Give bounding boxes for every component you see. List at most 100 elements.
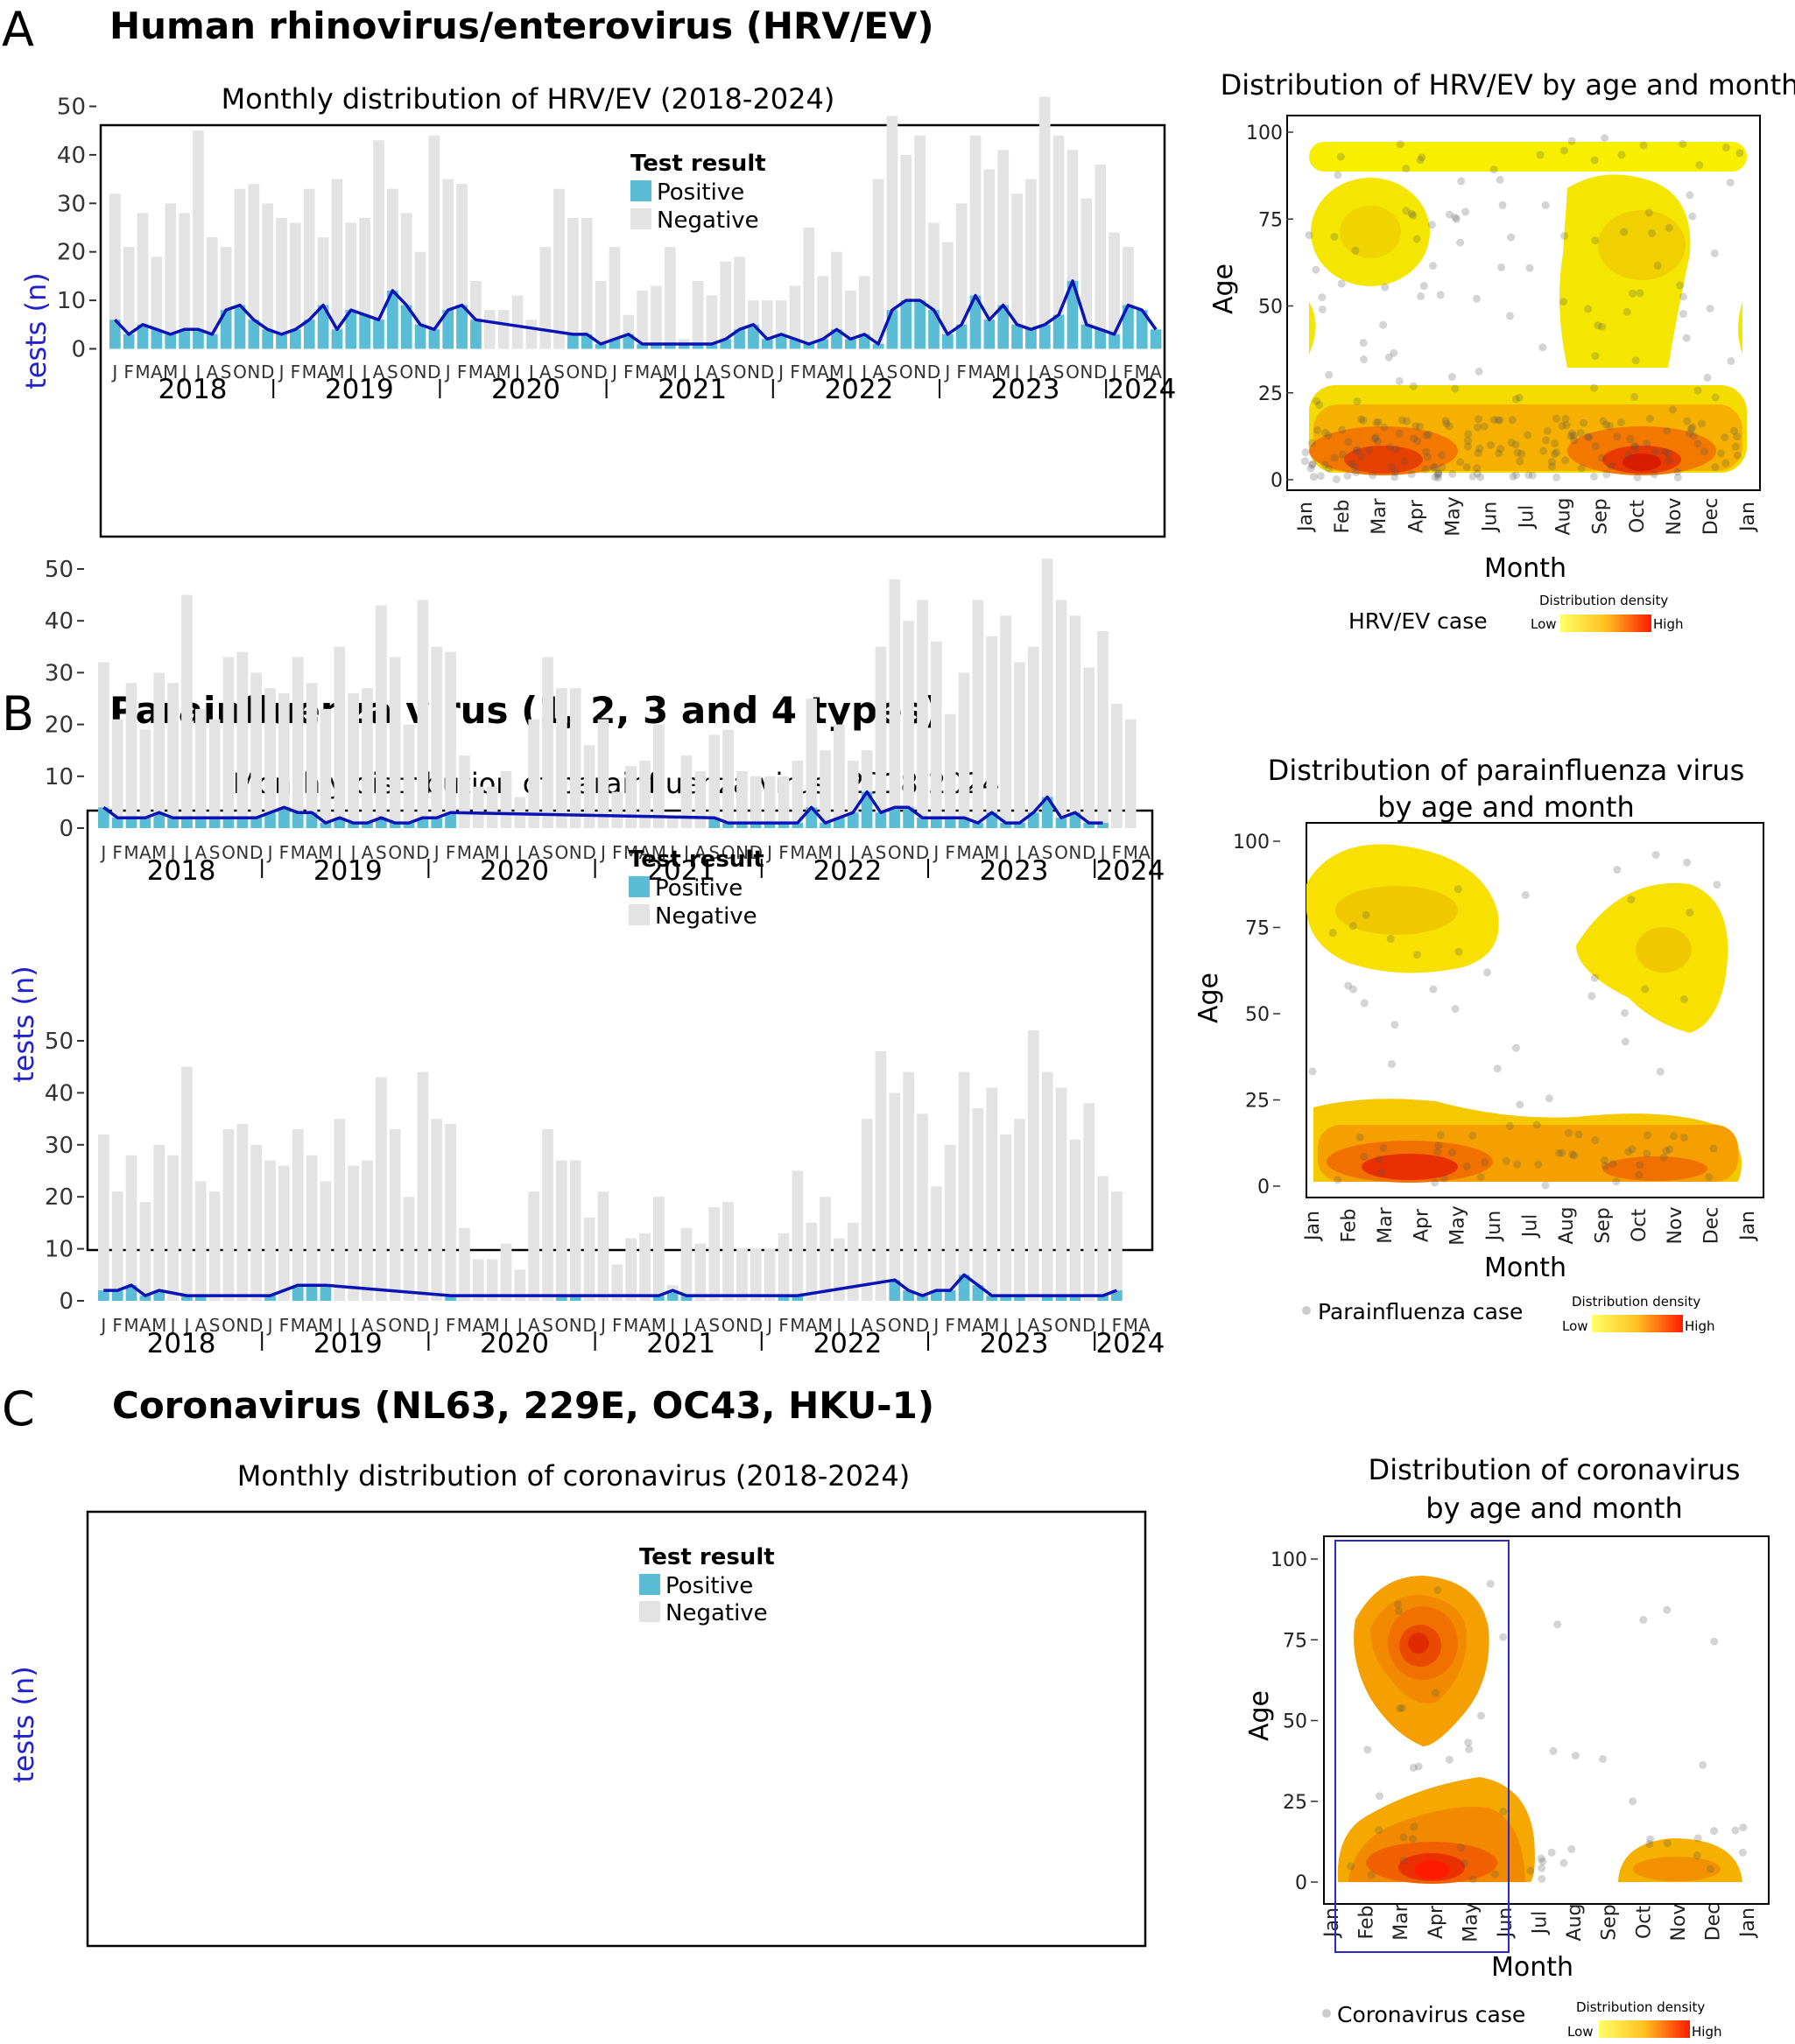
case-point (1511, 1043, 1520, 1052)
bar-total-m1 (109, 193, 121, 349)
legend-a-title: Test result (630, 151, 766, 177)
bar-positive-m26 (456, 305, 468, 349)
case-point (1473, 464, 1482, 473)
case-point (1550, 450, 1559, 459)
heatmap-month-tick: Dec (1702, 1904, 1724, 1942)
case-point (1445, 422, 1454, 431)
case-point (1541, 200, 1550, 209)
bar-total-m74 (1111, 703, 1123, 828)
case-point (1656, 1067, 1665, 1076)
bar-positive-m19 (359, 314, 370, 349)
bar-total-m46 (722, 1202, 734, 1301)
bar-positive-m15 (303, 320, 315, 349)
month-tick: S (376, 1315, 387, 1336)
month-tick: M (801, 362, 816, 383)
month-tick: S (1053, 362, 1065, 383)
bar-total-m54 (834, 724, 845, 828)
month-tick: D (761, 362, 774, 383)
month-tick: D (594, 362, 607, 383)
month-tick: O (1066, 362, 1080, 383)
bar-positive-m13 (264, 812, 276, 828)
month-tick: D (1082, 842, 1095, 863)
month-tick: M (318, 842, 333, 863)
month-tick: A (528, 1315, 540, 1336)
bar-total-m32 (539, 247, 552, 349)
heatmap-month-tick: Jun (1483, 1211, 1505, 1242)
case-point (1337, 279, 1346, 288)
case-point (1394, 1606, 1403, 1615)
case-point (1598, 453, 1607, 462)
case-point (1587, 992, 1596, 1001)
case-point (1330, 453, 1339, 462)
bar-total-m44 (694, 770, 707, 828)
case-point (1308, 1067, 1317, 1076)
month-tick: J (1026, 362, 1033, 383)
bar-total-m41 (665, 247, 676, 349)
bar-positive-m40 (651, 343, 662, 349)
bar-total-m28 (472, 786, 484, 828)
bar-total-m51 (792, 761, 804, 828)
bar-positive-m2 (111, 1290, 123, 1301)
month-tick: M (291, 842, 306, 863)
case-point (1630, 392, 1639, 401)
case-point (1400, 457, 1409, 466)
case-point (1496, 175, 1504, 184)
month-tick: J (668, 1315, 675, 1336)
bar-positive-m42 (666, 1290, 679, 1301)
month-tick: J (513, 362, 520, 383)
case-point (1534, 1160, 1543, 1169)
year-label: 2020 (480, 855, 549, 887)
bar-total-m21 (376, 1077, 387, 1301)
bar-total-m24 (417, 1071, 429, 1301)
case-point (1651, 447, 1660, 456)
month-tick: J (194, 362, 201, 383)
month-tick: F (790, 362, 800, 383)
bar-positive-m26 (445, 812, 456, 828)
case-point (1473, 469, 1482, 478)
bar-positive-m25 (431, 818, 443, 828)
bar-total-m20 (362, 1160, 373, 1301)
case-point (1624, 451, 1633, 460)
case-point (1409, 1835, 1418, 1844)
case-point (1538, 343, 1547, 352)
case-point (1543, 426, 1552, 435)
case-point (1446, 210, 1454, 219)
bar-total-m45 (720, 261, 732, 349)
bar-positive-m73 (1097, 823, 1109, 828)
case-point (1570, 1151, 1579, 1160)
case-point (1733, 432, 1742, 441)
case-point (1648, 228, 1656, 237)
heatmap-month-tick: Jan (1321, 1907, 1343, 1939)
month-tick: F (1112, 1315, 1123, 1336)
case-point (1689, 432, 1698, 440)
month-tick: M (996, 362, 1010, 383)
month-tick: F (945, 842, 955, 863)
month-tick: A (139, 1315, 151, 1336)
case-point (1706, 1865, 1714, 1873)
bar-positive-m66 (1000, 1296, 1011, 1301)
bar-positive-m60 (917, 1296, 928, 1301)
case-point (1402, 207, 1411, 215)
month-tick: A (972, 842, 984, 863)
month-tick: J (682, 842, 689, 863)
bar-total-m55 (858, 276, 870, 349)
bar-total-m67 (1014, 662, 1025, 828)
heatmap-month-tick: Feb (1332, 500, 1354, 534)
bar-total-m16 (306, 1155, 318, 1301)
bar-positive-m13 (276, 334, 287, 349)
month-tick: N (902, 842, 915, 863)
case-point (1662, 1147, 1671, 1155)
case-point (1633, 473, 1642, 481)
bar-total-m13 (264, 1160, 276, 1301)
bar-positive-m53 (831, 329, 842, 349)
case-point (1396, 140, 1404, 149)
bar-total-m32 (528, 1191, 540, 1301)
case-point (1496, 416, 1504, 425)
bar-total-m27 (459, 1227, 470, 1301)
month-tick: O (222, 842, 236, 863)
case-point (1307, 460, 1316, 469)
bar-positive-m47 (736, 823, 748, 828)
case-point (1448, 470, 1457, 478)
chart-a-legend: Test result Positive Negative (630, 151, 766, 234)
panel-c-letter: C (2, 1381, 35, 1436)
